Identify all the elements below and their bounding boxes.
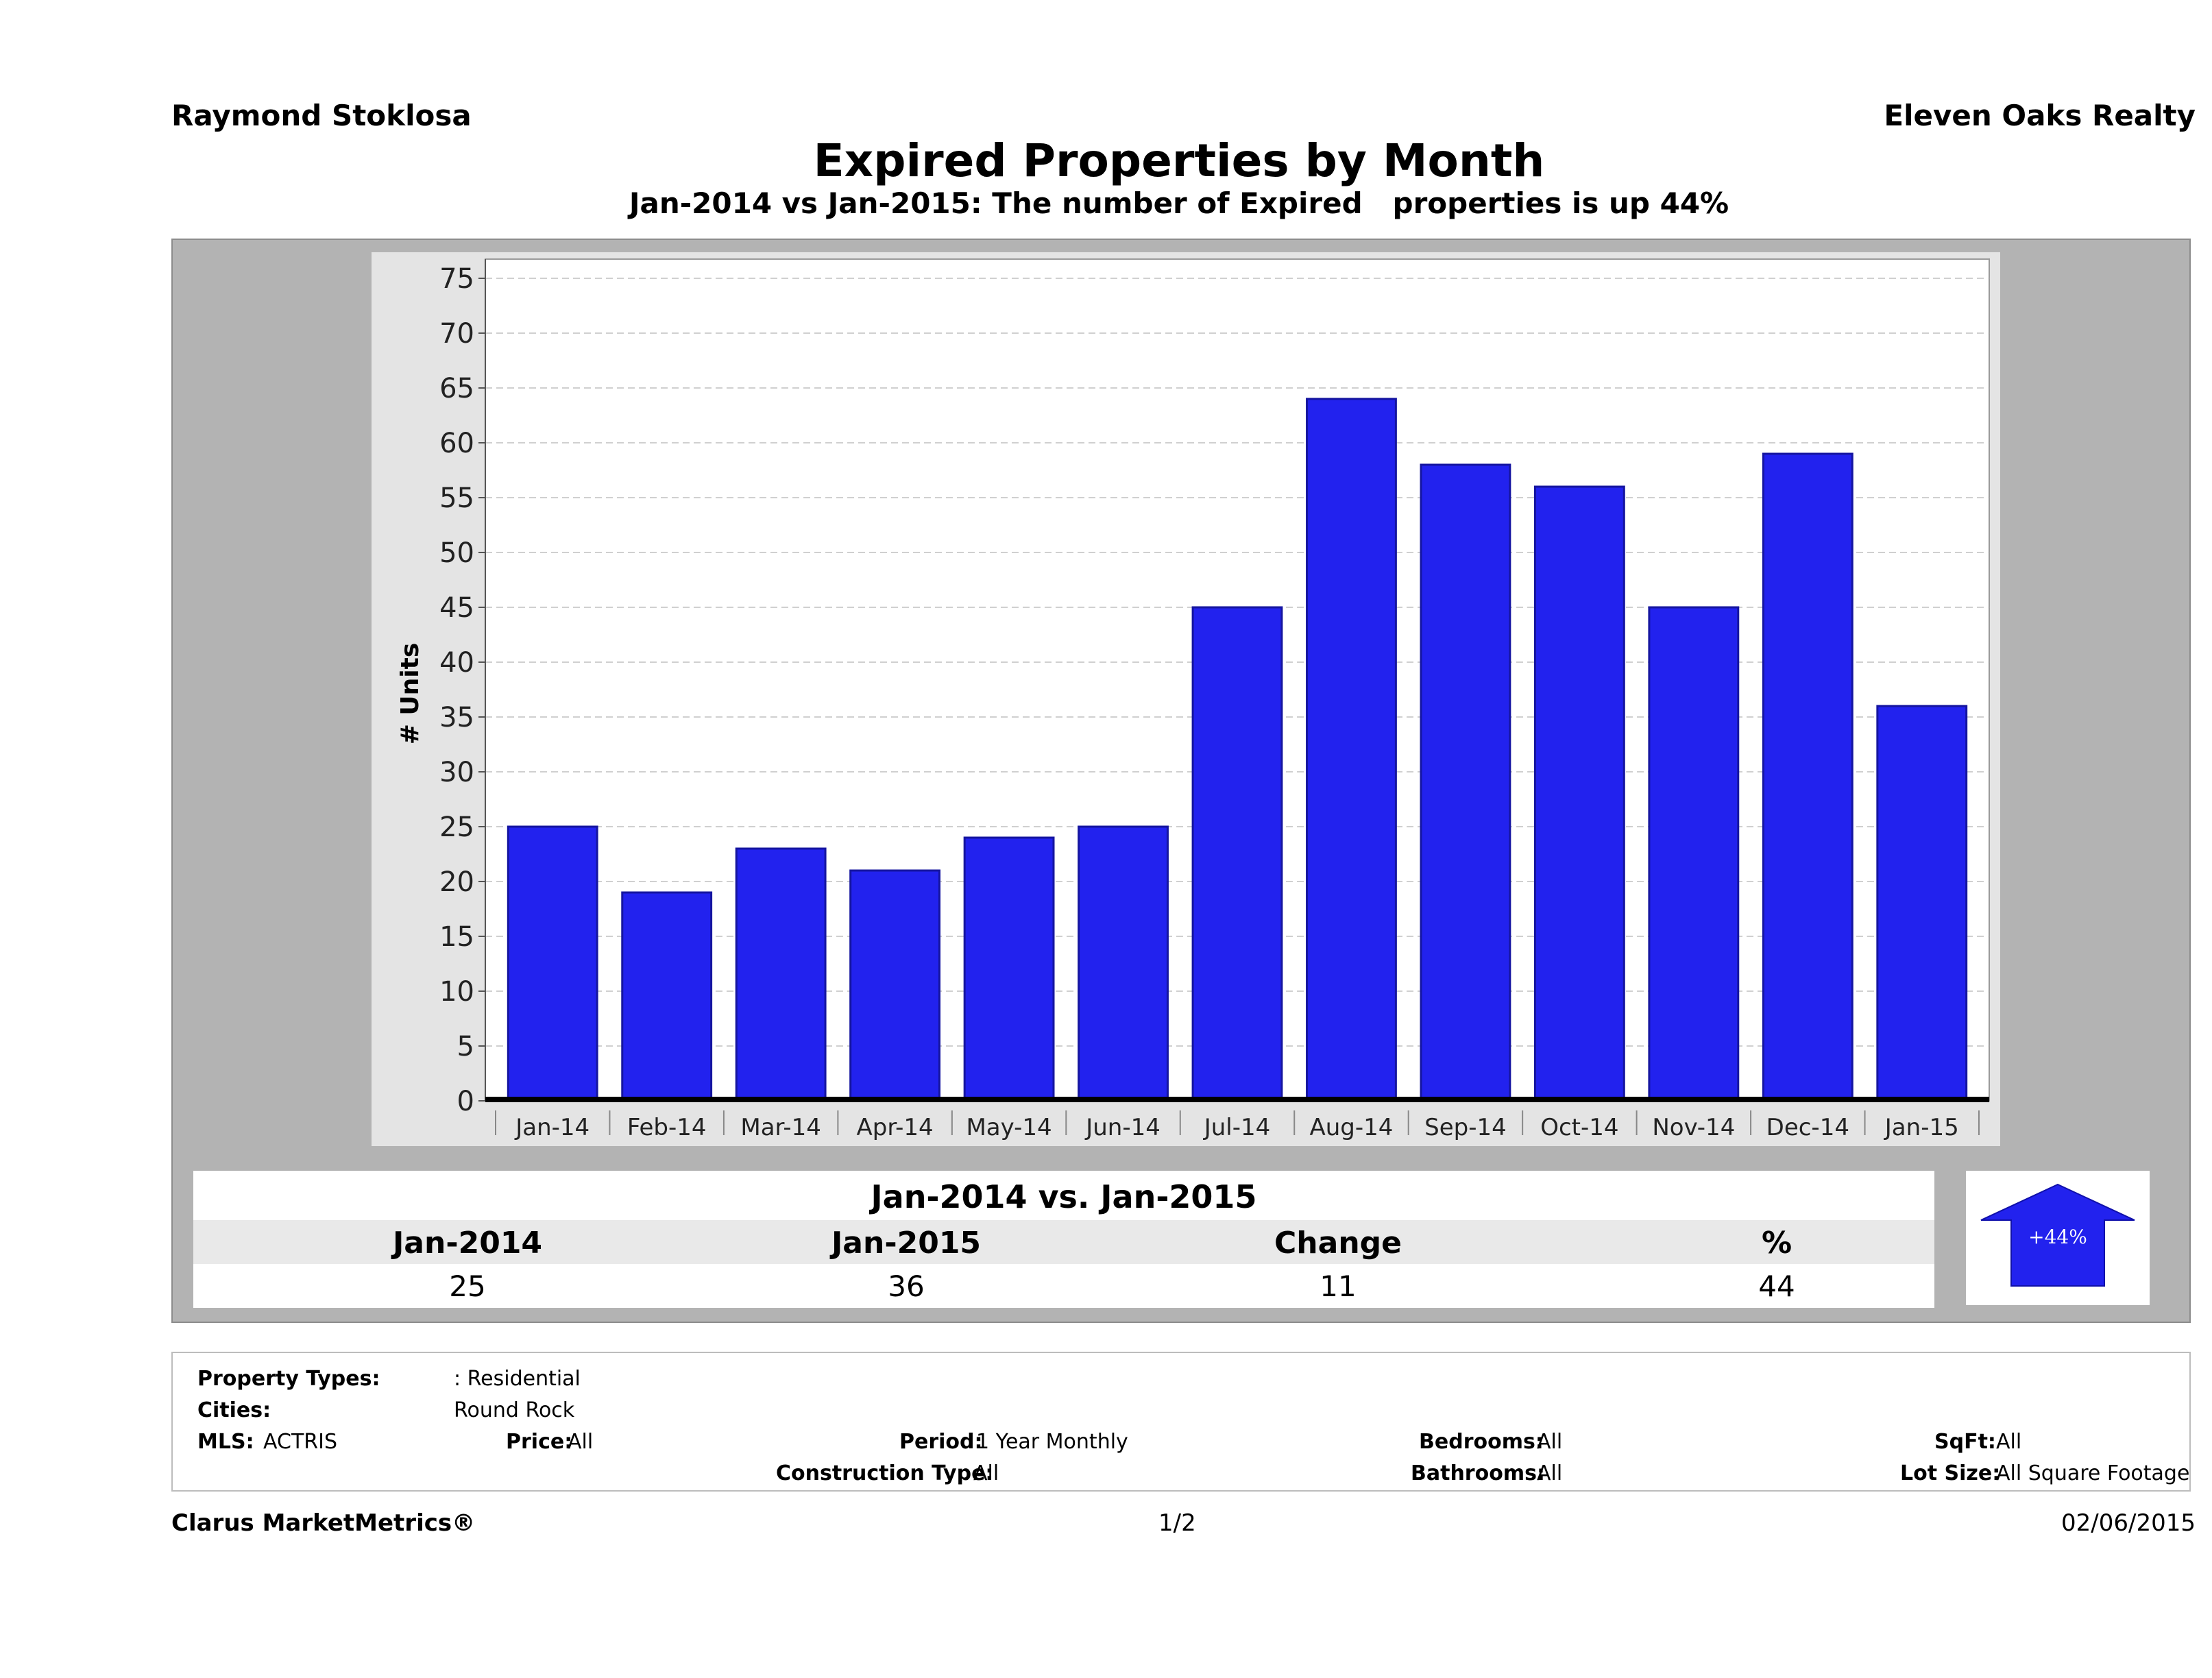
price-value: All bbox=[568, 1430, 594, 1454]
bar-dec-14 bbox=[1762, 452, 1854, 1102]
bathrooms-label: Bathrooms: bbox=[1411, 1461, 1545, 1485]
price-label: Price: bbox=[506, 1430, 573, 1454]
x-tick-label: Mar-14 bbox=[740, 1114, 821, 1141]
construction-type-value: All bbox=[973, 1461, 999, 1485]
y-tick-label: 20 bbox=[439, 866, 474, 898]
chart-panel: 0 5 10 15 20 25 30 35 40 45 50 55 60 65 70 75 # Units Jan… bbox=[171, 239, 2191, 1323]
bar-mar-14 bbox=[735, 847, 827, 1102]
footer-brand: Clarus MarketMetrics® bbox=[171, 1509, 476, 1537]
summary-value-jan-2015: 36 bbox=[888, 1269, 925, 1303]
trend-arrow-box: +44% bbox=[1966, 1171, 2150, 1305]
summary-value-percent: 44 bbox=[1758, 1269, 1795, 1303]
x-axis bbox=[485, 1097, 1989, 1102]
y-tick-label: 35 bbox=[439, 702, 474, 733]
y-tick-label: 45 bbox=[439, 592, 474, 624]
arrow-label: +44% bbox=[2028, 1226, 2087, 1248]
bar-feb-14 bbox=[621, 891, 713, 1102]
summary-header-change: Change bbox=[1274, 1226, 1402, 1261]
period-value: 1 Year Monthly bbox=[976, 1430, 1128, 1454]
construction-type-label: Construction Type: bbox=[776, 1461, 994, 1485]
property-types-label: Property Types: bbox=[197, 1367, 380, 1391]
page-number: 1/2 bbox=[1158, 1509, 1196, 1537]
x-tick-label: Apr-14 bbox=[857, 1114, 934, 1141]
y-tick-label: 40 bbox=[439, 647, 474, 679]
bar-chart: 0 5 10 15 20 25 30 35 40 45 50 55 60 65 70 75 # Units Jan… bbox=[372, 252, 2000, 1146]
property-types-value: : Residential bbox=[454, 1367, 581, 1391]
y-tick-label: 0 bbox=[457, 1086, 474, 1117]
lot-size-value: All Square Footage bbox=[1996, 1461, 2190, 1485]
report-date: 02/06/2015 bbox=[2061, 1509, 2196, 1537]
x-tick-label: Dec-14 bbox=[1766, 1114, 1849, 1141]
up-arrow-icon: +44% bbox=[1980, 1183, 2135, 1287]
y-tick-label: 15 bbox=[439, 921, 474, 953]
summary-value-jan-2014: 25 bbox=[449, 1269, 486, 1303]
summary-title: Jan-2014 vs. Jan-2015 bbox=[193, 1171, 1934, 1220]
x-tick-label: Jul-14 bbox=[1203, 1114, 1271, 1141]
y-tick-label: 25 bbox=[439, 812, 474, 843]
lot-size-label: Lot Size: bbox=[1900, 1461, 2001, 1485]
y-tick-label: 50 bbox=[439, 537, 474, 569]
bar-nov-14 bbox=[1648, 606, 1740, 1102]
y-axis-title: # Units bbox=[396, 643, 424, 745]
y-tick-label: 30 bbox=[439, 757, 474, 788]
y-tick-label: 65 bbox=[439, 373, 474, 404]
bathrooms-value: All bbox=[1537, 1461, 1563, 1485]
filter-criteria: Property Types: : Residential Cities: Ro… bbox=[171, 1352, 2191, 1492]
cities-value: Round Rock bbox=[454, 1398, 575, 1422]
mls-value: ACTRIS bbox=[263, 1430, 338, 1454]
agent-name: Raymond Stoklosa bbox=[171, 99, 472, 132]
x-tick-label: Jan-15 bbox=[1884, 1114, 1959, 1141]
sqft-value: All bbox=[1996, 1430, 2022, 1454]
chart-title: Expired Properties by Month bbox=[813, 134, 1545, 187]
bedrooms-value: All bbox=[1537, 1430, 1563, 1454]
y-tick-label: 75 bbox=[439, 263, 474, 295]
y-tick-label: 60 bbox=[439, 428, 474, 459]
chart-subtitle: Jan-2014 vs Jan-2015: The number of Expi… bbox=[629, 186, 1729, 220]
y-tick-label: 70 bbox=[439, 318, 474, 350]
summary-header-jan-2015: Jan-2015 bbox=[831, 1226, 982, 1261]
bar-jan-14 bbox=[507, 825, 598, 1102]
bar-jun-14 bbox=[1078, 825, 1169, 1102]
mls-label: MLS: bbox=[197, 1430, 254, 1454]
summary-table: Jan-2014 vs. Jan-2015 Jan-2014 Jan-2015 … bbox=[193, 1171, 1934, 1308]
y-tick-label: 5 bbox=[457, 1031, 474, 1062]
bar-oct-14 bbox=[1533, 485, 1625, 1102]
bar-apr-14 bbox=[849, 869, 941, 1102]
cities-label: Cities: bbox=[197, 1398, 271, 1422]
x-tick-label: Jan-14 bbox=[514, 1114, 590, 1141]
sqft-label: SqFt: bbox=[1934, 1430, 1996, 1454]
x-tick-label: Feb-14 bbox=[627, 1114, 707, 1141]
bar-may-14 bbox=[963, 836, 1055, 1102]
bar-sep-14 bbox=[1420, 463, 1511, 1102]
x-tick-label: Aug-14 bbox=[1310, 1114, 1394, 1141]
x-tick-label: Oct-14 bbox=[1540, 1114, 1618, 1141]
summary-value-change: 11 bbox=[1320, 1269, 1357, 1303]
x-tick-label: May-14 bbox=[966, 1114, 1052, 1141]
bar-jan-15 bbox=[1876, 705, 1968, 1102]
x-tick-label: Sep-14 bbox=[1424, 1114, 1507, 1141]
bar-jul-14 bbox=[1191, 606, 1283, 1102]
bar-aug-14 bbox=[1306, 398, 1397, 1102]
x-tick-label: Jun-14 bbox=[1084, 1114, 1160, 1141]
company-name: Eleven Oaks Realty bbox=[1884, 99, 2196, 132]
period-label: Period: bbox=[899, 1430, 983, 1454]
y-tick-label: 10 bbox=[439, 976, 474, 1008]
bedrooms-label: Bedrooms: bbox=[1419, 1430, 1544, 1454]
summary-header-jan-2014: Jan-2014 bbox=[392, 1226, 543, 1261]
x-tick-label: Nov-14 bbox=[1652, 1114, 1735, 1141]
y-tick-label: 55 bbox=[439, 483, 474, 514]
summary-header-percent: % bbox=[1761, 1226, 1792, 1261]
